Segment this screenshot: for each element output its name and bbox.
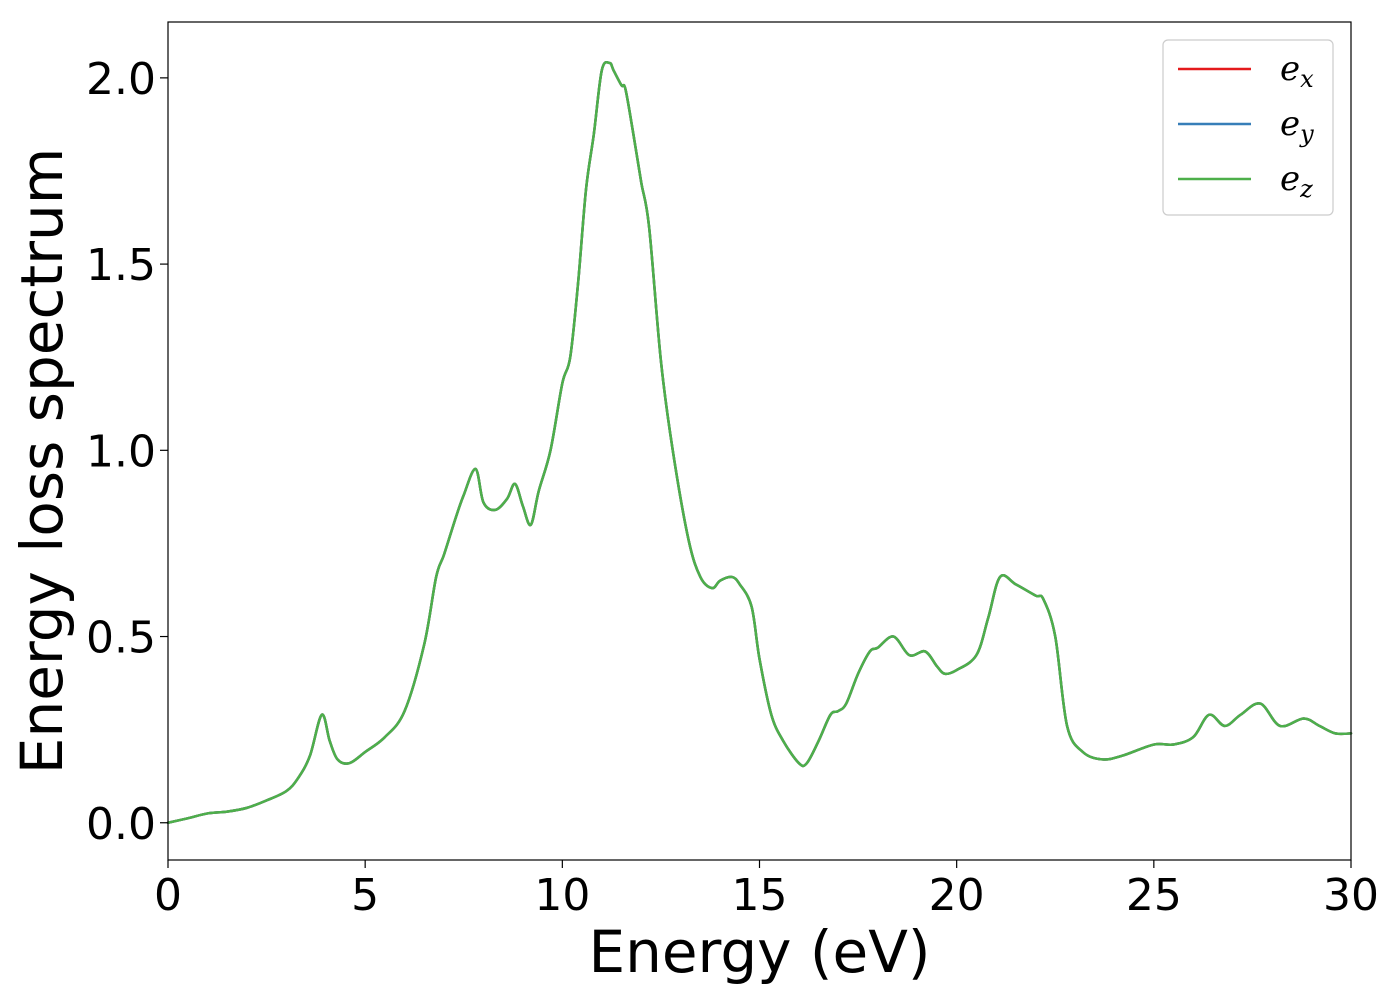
x-tick-label: 15	[732, 870, 788, 921]
y-axis-label: Energy loss spectrum	[8, 148, 76, 774]
legend-label-ey: ey	[1280, 104, 1314, 148]
legend-box	[1162, 39, 1334, 216]
series-line-ez	[166, 60, 1353, 825]
y-tick-label: 0.0	[86, 799, 156, 850]
series-layer	[166, 60, 1353, 825]
x-tick-label: 0	[154, 870, 182, 921]
legend-label-subscript: z	[1299, 175, 1313, 203]
y-tick-label: 1.5	[86, 240, 156, 291]
x-axis-ticks: 0 5 10 15 20 25 30	[154, 860, 1379, 921]
legend-label-subscript: x	[1300, 65, 1314, 93]
x-tick-label: 25	[1126, 870, 1182, 921]
y-tick-label: 2.0	[86, 54, 156, 105]
legend-label-base: e	[1280, 104, 1300, 144]
legend-label-ex: ex	[1280, 49, 1314, 93]
legend-label-subscript: y	[1299, 120, 1314, 148]
y-tick-label: 1.0	[86, 426, 156, 477]
x-axis-label: Energy (eV)	[588, 918, 930, 986]
x-tick-label: 5	[351, 870, 379, 921]
legend-label-ez: ez	[1280, 159, 1313, 203]
x-tick-label: 30	[1323, 870, 1379, 921]
y-axis-ticks: 0.0 0.5 1.0 1.5 2.0	[86, 54, 168, 850]
y-tick-label: 0.5	[86, 613, 156, 664]
x-tick-label: 20	[929, 870, 985, 921]
legend-label-base: e	[1280, 49, 1300, 89]
x-tick-label: 10	[534, 870, 590, 921]
legend-label-base: e	[1280, 159, 1300, 199]
